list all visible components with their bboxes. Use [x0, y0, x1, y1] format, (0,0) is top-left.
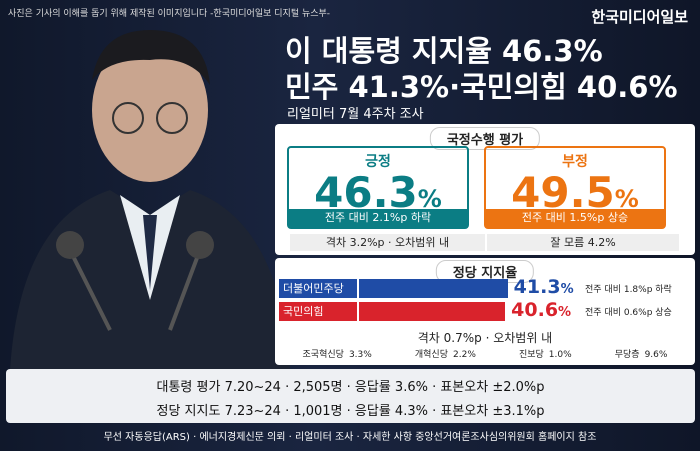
other-value: 1.0%	[548, 350, 572, 360]
party-name: 더불어민주당	[279, 279, 357, 298]
other-name: 조국혁신당	[302, 350, 344, 360]
other-party: 개혁신당 2.2%	[415, 347, 476, 361]
headline: 이 대통령 지지율 46.3%	[285, 34, 603, 68]
card-unit: %	[417, 185, 442, 213]
headline: 민주 41.3%·국민의힘 40.6%	[285, 70, 678, 104]
photo	[10, 30, 290, 370]
survey-line: 정당 지지도 7.23~24 · 1,001명 · 응답률 4.3% · 표본오…	[156, 404, 545, 419]
disclaimer: 사진은 기사의 이해를 돕기 위해 제작된 이미지입니다 -한국미디어일보 디지…	[8, 9, 331, 19]
party-value: 41.3	[513, 276, 561, 298]
other-party: 조국혁신당 3.3%	[303, 347, 372, 361]
bar	[359, 302, 506, 321]
card-value: 49.5	[511, 168, 615, 217]
gap: 격차 0.7%p · 오차범위 내	[417, 331, 553, 345]
card-value: 46.3	[314, 168, 418, 217]
party-value-row: 40.6%	[511, 299, 571, 321]
other-name: 무당층	[614, 350, 640, 360]
subhead: 리얼미터 7월 4주차 조사	[287, 107, 424, 122]
card-value-row: 46.3%	[289, 171, 467, 221]
other-value: 9.6%	[644, 350, 668, 360]
unknown: 잘 모름 4.2%	[487, 234, 679, 251]
gap: 격차 3.2%p · 오차범위 내	[290, 234, 485, 251]
survey-line: 대통령 평가 7.20~24 · 2,505명 · 응답률 3.6% · 표본오…	[156, 380, 545, 395]
approval-card: 부정 49.5% 전주 대비 1.5%p 상승	[484, 146, 666, 229]
other-party: 무당층 9.6%	[615, 347, 668, 361]
section-title: 국정수행 평가	[429, 127, 541, 150]
party-unit: %	[560, 282, 574, 297]
approval-card: 긍정 46.3% 전주 대비 2.1%p 하락	[287, 146, 469, 229]
card-change: 전주 대비 2.1%p 하락	[289, 209, 467, 227]
survey-panel: 대통령 평가 7.20~24 · 2,505명 · 응답률 3.6% · 표본오…	[6, 369, 695, 423]
approval-panel: 국정수행 평가 긍정 46.3% 전주 대비 2.1%p 하락 부정 49.5% 전주 대…	[275, 124, 695, 255]
other-name: 개혁신당	[414, 350, 448, 360]
bar	[359, 279, 508, 298]
party-value-row: 41.3%	[514, 276, 574, 298]
other-value: 3.3%	[348, 350, 372, 360]
card-change: 전주 대비 1.5%p 상승	[486, 209, 664, 227]
party-change: 전주 대비 0.6%p 상승	[585, 308, 672, 318]
brand: 한국미디어일보	[591, 8, 688, 26]
card-unit: %	[614, 185, 639, 213]
note: 무선 자동응답(ARS) · 에너지경제신문 의뢰 · 리얼미터 조사 · 자세…	[103, 432, 597, 443]
other-party: 진보당 1.0%	[519, 347, 572, 361]
party-value: 40.6	[511, 299, 559, 321]
other-value: 2.2%	[453, 350, 476, 360]
party-unit: %	[558, 305, 572, 320]
card-value-row: 49.5%	[486, 171, 664, 221]
other-name: 진보당	[518, 350, 544, 360]
card-label: 긍정	[365, 154, 391, 170]
card-label: 부정	[562, 154, 588, 170]
section-title: 정당 지지율	[435, 260, 535, 283]
party-name: 국민의힘	[279, 302, 357, 321]
party-change: 전주 대비 1.8%p 하락	[585, 285, 672, 295]
